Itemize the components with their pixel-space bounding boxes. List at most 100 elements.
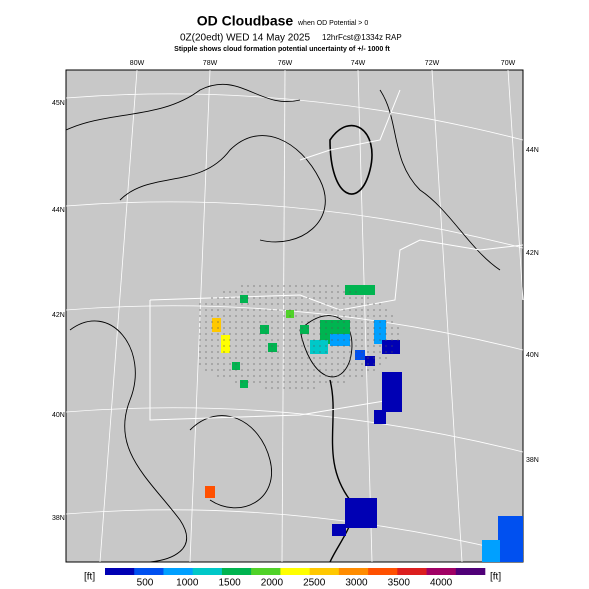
stipple-dot (259, 369, 261, 371)
stipple-dot (199, 363, 201, 365)
stipple-dot (373, 333, 375, 335)
stipple-dot (265, 363, 267, 365)
stipple-dot (247, 315, 249, 317)
stipple-dot (229, 303, 231, 305)
lat-label: 38N (52, 515, 65, 522)
stipple-dot (379, 345, 381, 347)
stipple-dot (397, 327, 399, 329)
stipple-dot (343, 327, 345, 329)
stipple-dot (199, 357, 201, 359)
stipple-dot (229, 327, 231, 329)
stipple-dot (349, 333, 351, 335)
lon-label: 76W (278, 60, 293, 67)
stipple-dot (349, 351, 351, 353)
stipple-dot (379, 327, 381, 329)
stipple-dot (319, 315, 321, 317)
stipple-dot (241, 363, 243, 365)
stipple-dot (337, 339, 339, 341)
stipple-dot (283, 357, 285, 359)
stipple-dot (319, 369, 321, 371)
cloudbase-cells (205, 285, 523, 562)
stipple-dot (355, 309, 357, 311)
stipple-dot (247, 363, 249, 365)
stipple-dot (325, 285, 327, 287)
stipple-dot (271, 303, 273, 305)
stipple-dot (391, 333, 393, 335)
stipple-dot (349, 291, 351, 293)
stipple-dot (319, 321, 321, 323)
colorbar-swatch (163, 568, 193, 575)
stipple-dot (217, 363, 219, 365)
stipple-dot (373, 339, 375, 341)
stipple-dot (241, 333, 243, 335)
stipple-dot (253, 309, 255, 311)
stipple-dot (265, 291, 267, 293)
map (65, 69, 524, 563)
stipple-dot (319, 297, 321, 299)
stipple-dot (199, 315, 201, 317)
stipple-dot (217, 333, 219, 335)
stipple-dot (235, 369, 237, 371)
stipple-dot (277, 381, 279, 383)
lon-label: 70W (501, 60, 516, 67)
stipple-dot (223, 321, 225, 323)
stipple-dot (331, 375, 333, 377)
colorbar-label: 3500 (388, 578, 411, 589)
stipple-dot (325, 357, 327, 359)
stipple-dot (331, 297, 333, 299)
stipple-dot (343, 333, 345, 335)
stipple-dot (265, 285, 267, 287)
stipple-dot (217, 375, 219, 377)
stipple-dot (253, 303, 255, 305)
stipple-dot (355, 327, 357, 329)
stipple-dot (289, 375, 291, 377)
stipple-dot (271, 315, 273, 317)
stipple-dot (307, 285, 309, 287)
stipple-dot (313, 303, 315, 305)
stipple-dot (241, 381, 243, 383)
stipple-dot (247, 351, 249, 353)
stipple-dot (373, 357, 375, 359)
stipple-dot (283, 309, 285, 311)
map-frame (65, 69, 524, 563)
stipple-dot (199, 321, 201, 323)
lat-label: 44N (526, 147, 539, 154)
stipple-dot (319, 351, 321, 353)
stipple-dot (349, 315, 351, 317)
stipple-dot (217, 315, 219, 317)
stipple-dot (361, 339, 363, 341)
stipple-dot (211, 333, 213, 335)
stipple-dot (343, 321, 345, 323)
stipple-dot (277, 333, 279, 335)
stipple-dot (301, 333, 303, 335)
stipple-dot (379, 339, 381, 341)
stipple-dot (307, 321, 309, 323)
stipple-dot (229, 333, 231, 335)
stipple-dot (289, 303, 291, 305)
stipple-dot (355, 291, 357, 293)
stipple-dot (349, 309, 351, 311)
stipple-dot (289, 321, 291, 323)
stipple-dot (265, 297, 267, 299)
stipple-dot (301, 357, 303, 359)
stipple-dot (277, 351, 279, 353)
stipple-dot (283, 333, 285, 335)
stipple-dot (199, 309, 201, 311)
stipple-dot (391, 327, 393, 329)
stipple-dot (271, 357, 273, 359)
stipple-dot (343, 339, 345, 341)
stipple-dot (205, 309, 207, 311)
stipple-dot (253, 327, 255, 329)
stipple-dot (355, 315, 357, 317)
stipple-dot (331, 381, 333, 383)
stipple-dot (325, 333, 327, 335)
stipple-dot (253, 345, 255, 347)
stipple-dot (271, 387, 273, 389)
stipple-dot (283, 297, 285, 299)
stipple-dot (211, 315, 213, 317)
stipple-dot (259, 357, 261, 359)
stipple-dot (355, 375, 357, 377)
stipple-dot (259, 303, 261, 305)
stipple-dot (313, 285, 315, 287)
stipple-dot (277, 291, 279, 293)
